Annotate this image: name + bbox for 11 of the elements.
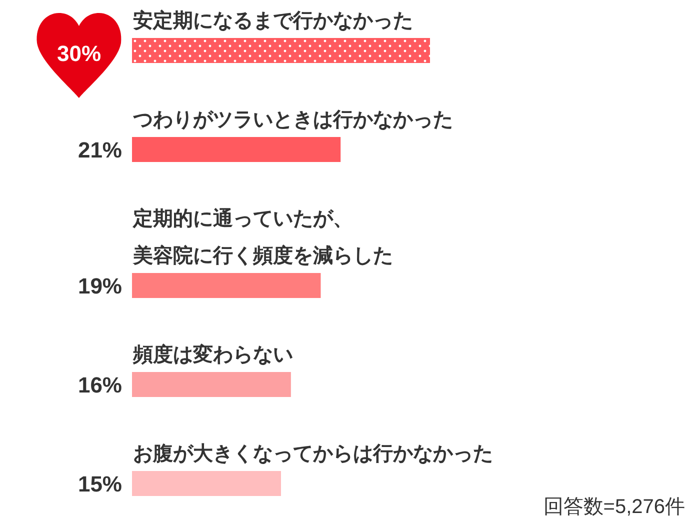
value-label: 16%	[78, 372, 122, 398]
category-label: 安定期になるまで行かなかった	[133, 10, 413, 32]
value-label: 30%	[56, 41, 102, 66]
value-label: 21%	[78, 138, 122, 162]
category-label: 頻度は変わらない	[133, 344, 293, 366]
value-label: 15%	[78, 472, 122, 496]
category-label: 定期的に通っていたが、美容院に行く頻度を減らした	[133, 208, 393, 267]
value-label: 19%	[78, 274, 122, 298]
category-label: お腹が大きくなってからは行かなかった	[133, 443, 493, 465]
annotation: 回答数=5,276件	[543, 496, 685, 518]
category-label: つわりがツラいときは行かなかった	[133, 109, 453, 131]
